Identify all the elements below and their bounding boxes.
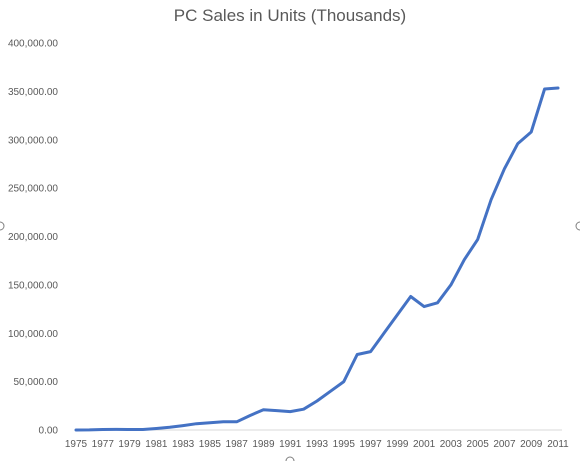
y-tick-label: 0.00	[39, 426, 59, 437]
x-tick-label: 1981	[145, 439, 168, 450]
x-tick-label: 1991	[279, 439, 302, 450]
x-tick-label: 1993	[306, 439, 329, 450]
x-tick-label: 2009	[520, 439, 543, 450]
y-tick-label: 150,000.00	[8, 280, 58, 291]
x-tick-label: 1995	[333, 439, 356, 450]
x-tick-label: 1999	[386, 439, 409, 450]
x-tick-label: 1977	[92, 439, 115, 450]
x-tick-label: 1979	[118, 439, 141, 450]
chart-title: PC Sales in Units (Thousands)	[173, 6, 407, 25]
x-tick-label: 2001	[413, 439, 436, 450]
y-tick-label: 100,000.00	[8, 329, 58, 340]
series-line	[74, 86, 560, 432]
y-tick-label: 250,000.00	[8, 184, 58, 195]
y-tick-label: 400,000.00	[8, 39, 58, 50]
x-tick-label: 2005	[467, 439, 490, 450]
y-tick-label: 50,000.00	[14, 377, 59, 388]
x-tick-label: 2011	[547, 439, 569, 450]
y-tick-label: 300,000.00	[8, 135, 58, 146]
y-tick-label: 350,000.00	[8, 87, 58, 98]
x-tick-label: 1983	[172, 439, 195, 450]
x-axis-tick-labels: 1975 1977 1979 1981 1983 1985 1987 1989 1991 1993…	[65, 439, 569, 450]
resize-handle-right[interactable]	[575, 221, 580, 231]
x-tick-label: 1989	[252, 439, 275, 450]
x-tick-label: 2007	[493, 439, 516, 450]
x-tick-label: 1975	[65, 439, 88, 450]
y-axis-tick-labels: 0.00 50,000.00 100,000.00 150,000.00 200,000…	[8, 39, 58, 437]
x-tick-label: 1985	[199, 439, 222, 450]
x-tick-label: 1997	[359, 439, 382, 450]
x-tick-label: 1987	[226, 439, 249, 450]
resize-handle-left[interactable]	[0, 221, 5, 231]
resize-handle-bottom[interactable]	[285, 456, 295, 461]
x-tick-label: 2003	[440, 439, 463, 450]
y-tick-label: 200,000.00	[8, 232, 58, 243]
